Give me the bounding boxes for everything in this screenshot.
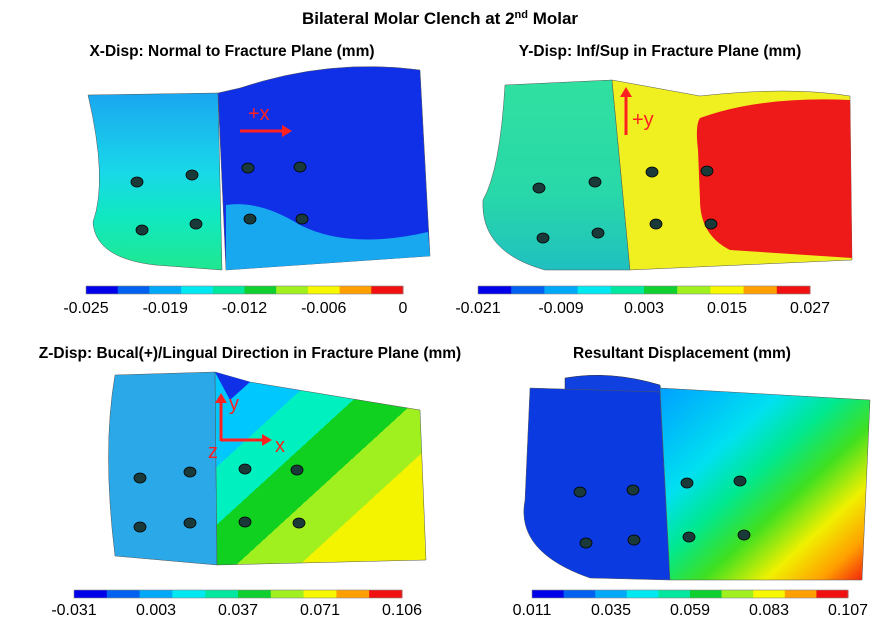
colorbar-band	[577, 286, 612, 294]
contour	[696, 99, 852, 258]
holes	[532, 165, 718, 244]
colorbar-band	[563, 590, 596, 598]
colorbar-band	[690, 590, 723, 598]
colorbar-band	[753, 590, 786, 598]
colorbar-label: 0.106	[382, 602, 422, 619]
panel-title: Z-Disp: Bucal(+)/Lingual Direction in Fr…	[39, 345, 461, 362]
panel-z-disp	[108, 371, 427, 566]
colorbar-label: -0.021	[455, 300, 500, 317]
colorbar-label: 0.071	[300, 602, 340, 619]
panel-x-disp	[87, 66, 431, 271]
bone-left	[482, 79, 631, 271]
colorbar-band	[86, 286, 119, 294]
colorbar-band	[626, 590, 659, 598]
colorbar-label: 0.037	[218, 602, 258, 619]
panel-title: X-Disp: Normal to Fracture Plane (mm)	[89, 43, 374, 60]
colorbar-band	[139, 590, 173, 598]
colorbar-label: 0.011	[513, 602, 552, 619]
colorbar-band	[276, 286, 309, 294]
colorbar-label: -0.019	[143, 300, 188, 317]
colorbar-band	[610, 286, 645, 294]
holes	[573, 475, 751, 549]
colorbar-band	[149, 286, 182, 294]
bone-right	[659, 387, 871, 581]
colorbar-band	[743, 286, 778, 294]
panel-resultant	[523, 375, 871, 581]
axis-label: x	[275, 435, 285, 457]
bone-left	[523, 387, 671, 581]
colorbar-label: -0.009	[538, 300, 583, 317]
colorbar-band	[776, 286, 811, 294]
contour	[215, 372, 250, 400]
colorbar-band	[172, 590, 206, 598]
colorbar-label: -0.012	[222, 300, 267, 317]
colorbar-band	[205, 590, 239, 598]
panel-title: Resultant Displacement (mm)	[573, 345, 791, 362]
colorbar-band	[117, 286, 150, 294]
axis-label: y	[229, 393, 239, 415]
colorbar-label: -0.006	[301, 300, 346, 317]
colorbar-band	[816, 590, 849, 598]
axis-label: +y	[632, 109, 654, 131]
colorbar-label: 0.083	[749, 602, 789, 619]
arrow-head	[282, 125, 292, 137]
colorbar-label: 0.059	[670, 602, 710, 619]
colorbar-label: 0	[399, 300, 408, 317]
colorbar-band	[721, 590, 754, 598]
bone-left	[87, 92, 223, 271]
colorbar-band	[478, 286, 512, 294]
arrow-head	[262, 434, 272, 446]
colorbar-band	[244, 286, 277, 294]
colorbar-label: 0.003	[136, 602, 176, 619]
panel-title: Y-Disp: Inf/Sup in Fracture Plane (mm)	[519, 43, 801, 60]
colorbar-band	[212, 286, 245, 294]
colorbar-band	[307, 286, 341, 294]
colorbar-frame	[73, 589, 403, 599]
colorbar-band	[371, 286, 404, 294]
colorbar-band	[677, 286, 711, 294]
colorbar-band	[181, 286, 214, 294]
colorbar-label: 0.003	[624, 300, 664, 317]
arrow-head	[620, 87, 632, 97]
colorbar-band	[270, 590, 305, 598]
axis-label: z	[208, 441, 218, 463]
colorbar-band	[336, 590, 370, 598]
colorbar-label: -0.031	[51, 602, 96, 619]
holes	[133, 463, 306, 533]
colorbar-band	[532, 590, 565, 598]
colorbar-band	[106, 590, 141, 598]
arrow-head	[215, 393, 227, 403]
colorbar-band	[784, 590, 817, 598]
colorbar-band	[544, 286, 579, 294]
colorbar-frame	[477, 285, 811, 295]
colorbar-band	[369, 590, 403, 598]
colorbar-band	[511, 286, 545, 294]
colorbar-band	[303, 590, 337, 598]
colorbar-label: 0.027	[790, 300, 830, 317]
colorbar-label: 0.035	[591, 602, 631, 619]
figure-title: Bilateral Molar Clench at 2nd Molar	[302, 9, 578, 28]
colorbar-label: 0.107	[828, 602, 868, 619]
contour	[226, 204, 430, 270]
colorbar-frame	[85, 285, 404, 295]
colorbar-band	[658, 590, 691, 598]
holes	[130, 161, 309, 236]
panel-y-disp	[482, 79, 853, 271]
colorbar-band	[74, 590, 108, 598]
colorbar-band	[710, 286, 745, 294]
colorbar-band	[644, 286, 678, 294]
colorbar-label: -0.025	[63, 300, 108, 317]
axis-label: +x	[248, 103, 270, 125]
colorbar-frame	[531, 589, 849, 599]
colorbar-band	[238, 590, 272, 598]
colorbar-label: 0.015	[707, 300, 747, 317]
colorbar-band	[595, 590, 628, 598]
colorbar-band	[339, 286, 372, 294]
bone-left	[108, 371, 218, 566]
